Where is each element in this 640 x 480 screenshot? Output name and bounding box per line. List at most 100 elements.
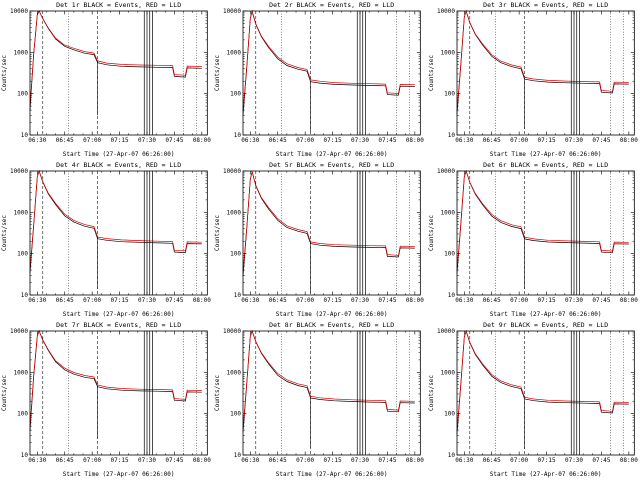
chart-svg-det-3r: 06:30 06:45 07:00 07:15 07:30 07:45 08:00 10 100… <box>428 1 638 158</box>
svg-text:Det 8r BLACK = Events, RED = L: Det 8r BLACK = Events, RED = LLD <box>270 321 395 329</box>
svg-text:08:00: 08:00 <box>619 297 637 304</box>
svg-text:Start Time (27-Apr-07 06:26:00: Start Time (27-Apr-07 06:26:00) <box>276 151 388 158</box>
svg-text:06:45: 06:45 <box>269 137 287 144</box>
chart-panel-det-6r: 06:30 06:45 07:00 07:15 07:30 07:45 08:00 10 100… <box>427 160 640 320</box>
svg-text:08:00: 08:00 <box>193 297 211 304</box>
chart-panel-det-9r: 06:30 06:45 07:00 07:15 07:30 07:45 08:00 10 100… <box>427 320 640 480</box>
svg-text:Counts/sec: Counts/sec <box>428 55 435 91</box>
svg-text:Start Time (27-Apr-07 06:26:00: Start Time (27-Apr-07 06:26:00) <box>276 471 388 478</box>
svg-text:1000: 1000 <box>227 369 242 376</box>
svg-text:06:45: 06:45 <box>56 297 74 304</box>
svg-text:07:15: 07:15 <box>111 457 129 464</box>
svg-text:07:15: 07:15 <box>324 457 342 464</box>
svg-text:1000: 1000 <box>227 209 242 216</box>
svg-text:07:00: 07:00 <box>83 297 101 304</box>
svg-text:1000: 1000 <box>14 369 29 376</box>
svg-text:10: 10 <box>234 452 242 459</box>
svg-text:06:30: 06:30 <box>242 137 260 144</box>
svg-text:07:30: 07:30 <box>351 297 369 304</box>
chart-panel-det-4r: 06:30 06:45 07:00 07:15 07:30 07:45 08:00 10 100… <box>0 160 213 320</box>
svg-text:Counts/sec: Counts/sec <box>1 215 8 251</box>
svg-text:100: 100 <box>231 251 242 258</box>
svg-text:Det 2r BLACK = Events, RED = L: Det 2r BLACK = Events, RED = LLD <box>270 1 395 9</box>
svg-text:Det 7r BLACK = Events, RED = L: Det 7r BLACK = Events, RED = LLD <box>56 321 181 329</box>
svg-text:10000: 10000 <box>10 168 28 175</box>
svg-text:06:45: 06:45 <box>56 137 74 144</box>
svg-text:07:15: 07:15 <box>537 297 555 304</box>
svg-text:Det 4r BLACK = Events, RED = L: Det 4r BLACK = Events, RED = LLD <box>56 161 181 169</box>
svg-text:Det 6r BLACK = Events, RED = L: Det 6r BLACK = Events, RED = LLD <box>483 161 608 169</box>
svg-text:07:45: 07:45 <box>165 137 183 144</box>
svg-text:07:15: 07:15 <box>111 137 129 144</box>
svg-text:08:00: 08:00 <box>193 457 211 464</box>
chart-panel-det-5r: 06:30 06:45 07:00 07:15 07:30 07:45 08:00 10 100… <box>213 160 426 320</box>
svg-text:07:45: 07:45 <box>379 297 397 304</box>
svg-text:07:45: 07:45 <box>592 297 610 304</box>
svg-text:07:00: 07:00 <box>296 137 314 144</box>
svg-text:Counts/sec: Counts/sec <box>214 55 221 91</box>
svg-text:07:00: 07:00 <box>296 297 314 304</box>
svg-text:07:15: 07:15 <box>324 137 342 144</box>
chart-svg-det-8r: 06:30 06:45 07:00 07:15 07:30 07:45 08:00 10 100… <box>214 321 424 478</box>
svg-text:100: 100 <box>17 411 28 418</box>
svg-text:06:30: 06:30 <box>455 297 473 304</box>
svg-text:Counts/sec: Counts/sec <box>428 375 435 411</box>
chart-svg-det-6r: 06:30 06:45 07:00 07:15 07:30 07:45 08:00 10 100… <box>428 161 638 318</box>
svg-text:08:00: 08:00 <box>193 137 211 144</box>
chart-panel-det-1r: 06:30 06:45 07:00 07:15 07:30 07:45 08:00 10 100… <box>0 0 213 160</box>
svg-text:07:00: 07:00 <box>510 297 528 304</box>
svg-text:Counts/sec: Counts/sec <box>428 215 435 251</box>
svg-text:Det 1r BLACK = Events, RED = L: Det 1r BLACK = Events, RED = LLD <box>56 1 181 9</box>
svg-text:10: 10 <box>447 132 455 139</box>
svg-text:Det 9r BLACK = Events, RED = L: Det 9r BLACK = Events, RED = LLD <box>483 321 608 329</box>
svg-text:08:00: 08:00 <box>406 137 424 144</box>
svg-text:10000: 10000 <box>223 168 241 175</box>
svg-text:1000: 1000 <box>14 209 29 216</box>
svg-text:100: 100 <box>444 251 455 258</box>
svg-text:10000: 10000 <box>437 8 455 15</box>
svg-text:100: 100 <box>231 91 242 98</box>
svg-text:10000: 10000 <box>437 328 455 335</box>
svg-text:07:00: 07:00 <box>296 457 314 464</box>
svg-text:08:00: 08:00 <box>619 457 637 464</box>
svg-text:08:00: 08:00 <box>406 457 424 464</box>
svg-text:08:00: 08:00 <box>619 137 637 144</box>
svg-text:06:45: 06:45 <box>482 457 500 464</box>
svg-text:06:30: 06:30 <box>28 137 46 144</box>
svg-text:Start Time (27-Apr-07 06:26:00: Start Time (27-Apr-07 06:26:00) <box>276 311 388 318</box>
chart-svg-det-7r: 06:30 06:45 07:00 07:15 07:30 07:45 08:00 10 100… <box>1 321 211 478</box>
svg-text:07:15: 07:15 <box>537 137 555 144</box>
svg-text:Counts/sec: Counts/sec <box>1 375 8 411</box>
svg-text:06:30: 06:30 <box>242 457 260 464</box>
svg-text:07:30: 07:30 <box>138 297 156 304</box>
chart-svg-det-2r: 06:30 06:45 07:00 07:15 07:30 07:45 08:00 10 100… <box>214 1 424 158</box>
svg-text:07:00: 07:00 <box>83 457 101 464</box>
svg-text:08:00: 08:00 <box>406 297 424 304</box>
svg-text:Det 3r BLACK = Events, RED = L: Det 3r BLACK = Events, RED = LLD <box>483 1 608 9</box>
svg-text:100: 100 <box>444 411 455 418</box>
svg-text:07:45: 07:45 <box>379 457 397 464</box>
svg-text:07:30: 07:30 <box>138 137 156 144</box>
svg-text:10000: 10000 <box>223 328 241 335</box>
svg-text:Counts/sec: Counts/sec <box>214 375 221 411</box>
svg-text:10000: 10000 <box>10 8 28 15</box>
chart-panel-det-2r: 06:30 06:45 07:00 07:15 07:30 07:45 08:00 10 100… <box>213 0 426 160</box>
chart-svg-det-9r: 06:30 06:45 07:00 07:15 07:30 07:45 08:00 10 100… <box>428 321 638 478</box>
svg-text:07:45: 07:45 <box>379 137 397 144</box>
svg-text:06:45: 06:45 <box>482 297 500 304</box>
svg-text:100: 100 <box>231 411 242 418</box>
svg-text:Start Time (27-Apr-07 06:26:00: Start Time (27-Apr-07 06:26:00) <box>63 151 175 158</box>
svg-text:Counts/sec: Counts/sec <box>214 215 221 251</box>
svg-text:10000: 10000 <box>437 168 455 175</box>
svg-text:Start Time (27-Apr-07 06:26:00: Start Time (27-Apr-07 06:26:00) <box>489 311 601 318</box>
svg-text:07:15: 07:15 <box>324 297 342 304</box>
svg-text:1000: 1000 <box>440 49 455 56</box>
svg-text:10000: 10000 <box>223 8 241 15</box>
chart-panel-det-3r: 06:30 06:45 07:00 07:15 07:30 07:45 08:00 10 100… <box>427 0 640 160</box>
svg-text:10: 10 <box>234 132 242 139</box>
svg-text:06:30: 06:30 <box>455 457 473 464</box>
svg-text:07:45: 07:45 <box>592 457 610 464</box>
svg-text:07:00: 07:00 <box>510 137 528 144</box>
chart-svg-det-4r: 06:30 06:45 07:00 07:15 07:30 07:45 08:00 10 100… <box>1 161 211 318</box>
svg-text:07:45: 07:45 <box>592 137 610 144</box>
